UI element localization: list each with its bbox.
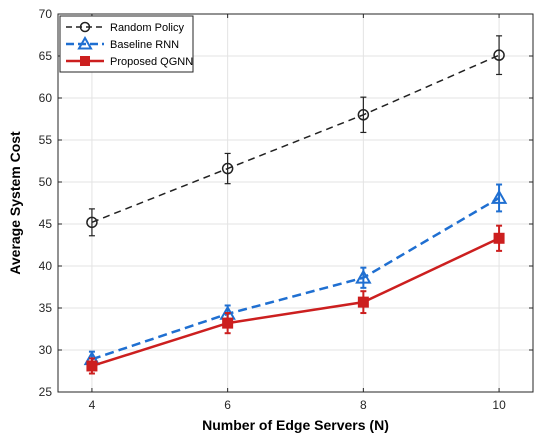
data-point-marker [222, 317, 234, 329]
y-tick-label: 30 [39, 343, 53, 357]
series-line [91, 54, 500, 224]
x-axis-title: Number of Edge Servers (N) [202, 417, 389, 433]
plot-area [58, 14, 533, 392]
legend-label: Baseline RNN [110, 39, 179, 51]
y-tick-label: 25 [39, 385, 53, 399]
y-tick-label: 60 [39, 91, 53, 105]
series-line [91, 237, 500, 368]
data-point-marker [357, 296, 369, 308]
data-point-marker [490, 189, 508, 204]
data-point-marker [80, 56, 90, 66]
y-tick-label: 40 [39, 259, 53, 273]
data-point-marker [79, 21, 91, 33]
y-tick-label: 70 [39, 7, 53, 21]
x-tick-label: 6 [224, 398, 231, 412]
y-tick-label: 55 [39, 133, 53, 147]
y-tick-label: 45 [39, 217, 53, 231]
legend-label: Random Policy [110, 22, 184, 34]
data-point-marker [355, 269, 372, 284]
plot-frame [57, 13, 534, 393]
x-tick-label: 4 [89, 398, 96, 412]
series-line [91, 196, 500, 361]
series-random-policy [86, 35, 505, 237]
y-axis-title: Average System Cost [7, 131, 23, 275]
y-tick-label: 35 [39, 301, 53, 315]
series-layer [83, 35, 508, 375]
x-tick-label: 10 [492, 398, 506, 412]
data-point-marker [86, 360, 98, 372]
y-tick-label: 50 [39, 175, 53, 189]
data-point-marker [77, 35, 93, 50]
legend-label: Proposed QGNN [110, 56, 193, 68]
ticks: 25 30 35 40 45 50 55 60 65 70 4 6 8 10 [39, 7, 533, 412]
legend: Random Policy Baseline RNN Proposed QGNN [59, 15, 194, 73]
data-point-marker [493, 49, 505, 61]
data-point-marker [221, 162, 234, 175]
data-point-marker [357, 109, 370, 121]
data-point-marker [86, 216, 98, 229]
data-point-marker [493, 232, 505, 244]
x-tick-label: 8 [360, 398, 367, 412]
y-tick-label: 65 [39, 49, 53, 63]
series-proposed-qgnn [86, 224, 505, 375]
